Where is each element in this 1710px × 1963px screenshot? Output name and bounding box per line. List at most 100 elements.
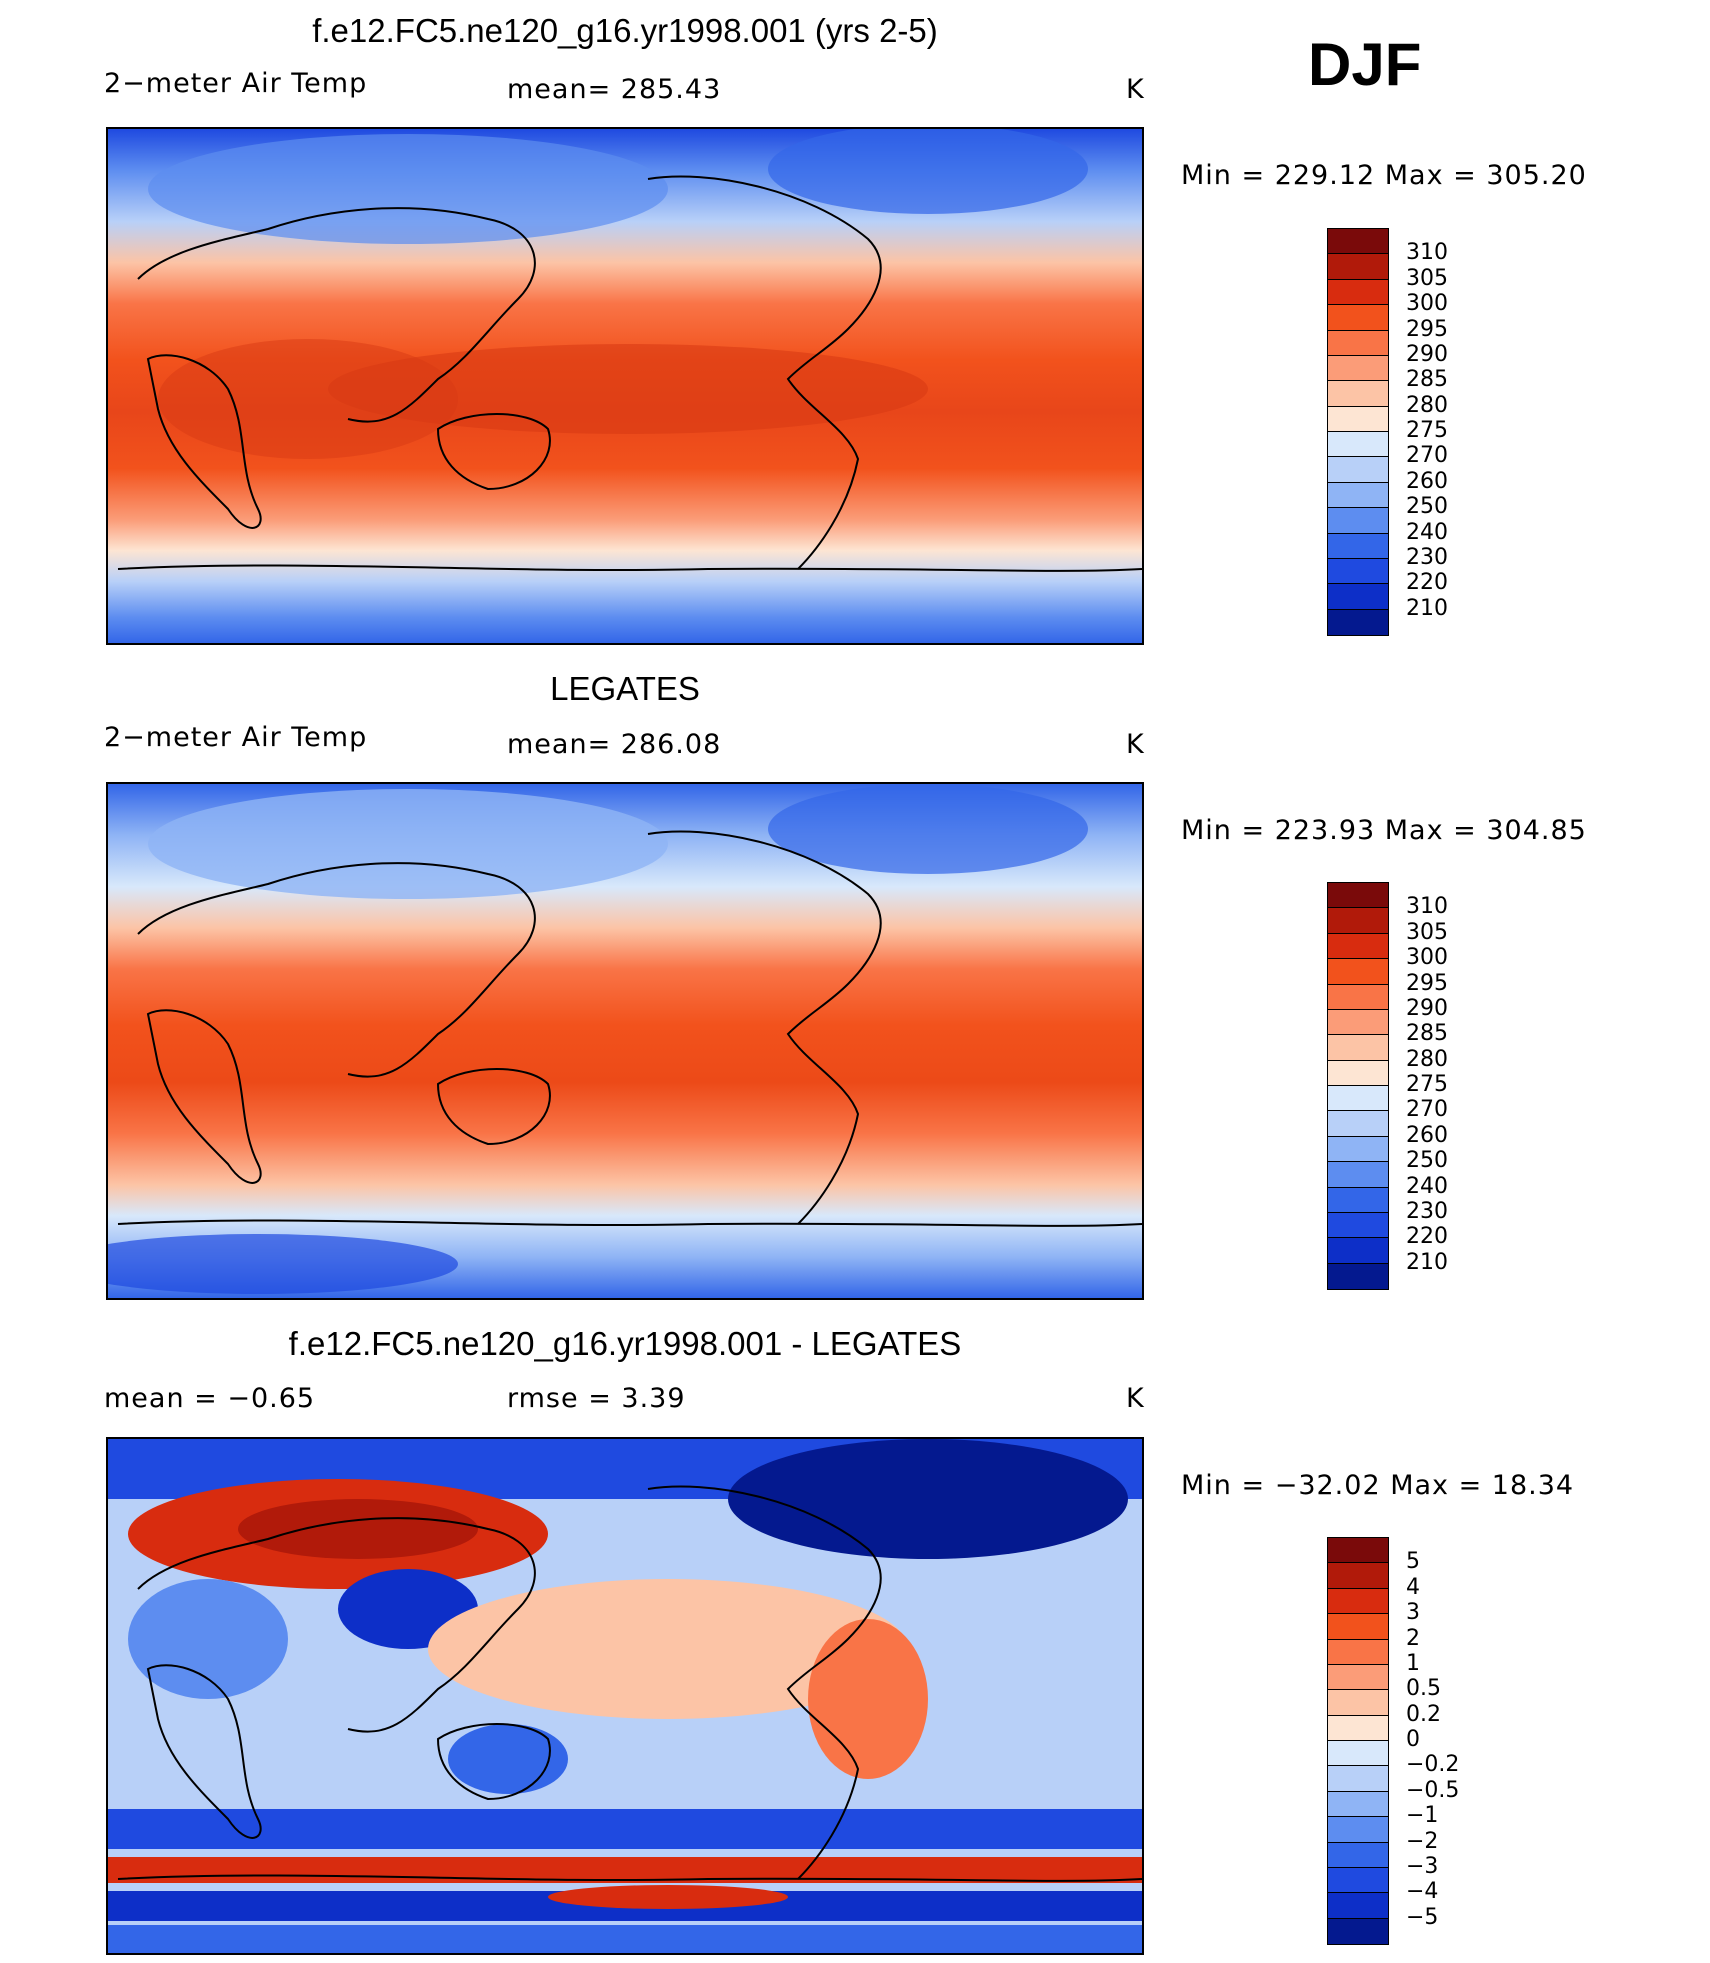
colorbar-tick-label: −1	[1406, 1803, 1439, 1829]
colorbar-segment	[1328, 279, 1388, 306]
colorbar-tick-label: 270	[1406, 1097, 1448, 1123]
colorbar-tick-label: 240	[1406, 1173, 1448, 1199]
colorbar-segment	[1328, 1791, 1388, 1818]
colorbar-segment	[1328, 1238, 1388, 1264]
colorbar-tick-label: 280	[1406, 1046, 1448, 1072]
colorbar-tick-label: 310	[1406, 240, 1448, 266]
colorbar-segment	[1328, 1538, 1388, 1564]
colorbar-tick-label: −0.5	[1406, 1777, 1460, 1803]
colorbar-segment	[1328, 1842, 1388, 1868]
colorbar-segment	[1328, 558, 1388, 585]
colorbar-tick-label: −0.2	[1406, 1752, 1460, 1778]
colorbar-segment	[1328, 584, 1388, 610]
colorbar-segment	[1328, 1035, 1388, 1061]
colorbar-tick-label: 285	[1406, 367, 1448, 393]
panel1-mean-label: mean= 285.43	[507, 74, 722, 105]
colorbar-segment	[1328, 959, 1388, 985]
panel1-colorbar	[1327, 228, 1389, 636]
colorbar-segment	[1328, 1111, 1388, 1137]
panel2-units-label: K	[1126, 729, 1145, 760]
colorbar-tick-label: 275	[1406, 1072, 1448, 1097]
colorbar-tick-label: −4	[1406, 1879, 1439, 1905]
colorbar-segment	[1328, 1817, 1388, 1843]
colorbar-tick-label: 270	[1406, 443, 1448, 469]
colorbar-segment	[1328, 1162, 1388, 1188]
panel2-map-field	[108, 784, 1142, 1298]
colorbar-tick-label: 310	[1406, 894, 1448, 920]
colorbar-segment	[1328, 330, 1388, 356]
colorbar-segment	[1328, 1212, 1388, 1239]
colorbar-tick-label: 305	[1406, 265, 1448, 291]
colorbar-tick-label: 3	[1406, 1600, 1420, 1626]
colorbar-tick-label: 220	[1406, 1224, 1448, 1250]
colorbar-segment	[1328, 457, 1388, 483]
panel1-map-field	[108, 129, 1142, 643]
colorbar-tick-label: 260	[1406, 468, 1448, 494]
panel2-min-max: Min = 223.93 Max = 304.85	[1181, 815, 1587, 846]
colorbar-tick-label: 290	[1406, 341, 1448, 367]
colorbar-segment	[1328, 533, 1388, 559]
colorbar-tick-label: 5	[1406, 1549, 1420, 1575]
colorbar-segment	[1328, 908, 1388, 934]
colorbar-segment	[1328, 1563, 1388, 1589]
colorbar-segment	[1328, 254, 1388, 280]
colorbar-segment	[1328, 933, 1388, 960]
colorbar-segment	[1328, 1060, 1388, 1086]
colorbar-tick-label: 300	[1406, 291, 1448, 317]
colorbar-segment	[1328, 432, 1388, 458]
colorbar-segment	[1328, 1664, 1388, 1691]
colorbar-segment	[1328, 1263, 1388, 1289]
colorbar-tick-label: 0.5	[1406, 1676, 1441, 1702]
colorbar-tick-label: 260	[1406, 1122, 1448, 1148]
colorbar-segment	[1328, 381, 1388, 407]
colorbar-segment	[1328, 482, 1388, 509]
colorbar-segment	[1328, 1918, 1388, 1944]
colorbar-tick-label: 210	[1406, 1249, 1448, 1275]
colorbar-tick-label: 250	[1406, 494, 1448, 520]
colorbar-segment	[1328, 305, 1388, 331]
panel1-map	[106, 127, 1144, 645]
colorbar-segment	[1328, 355, 1388, 382]
panel1-min-max: Min = 229.12 Max = 305.20	[1181, 160, 1587, 191]
colorbar-segment	[1328, 1893, 1388, 1919]
colorbar-tick-label: 220	[1406, 570, 1448, 596]
colorbar-segment	[1328, 1741, 1388, 1767]
panel3-map	[106, 1437, 1144, 1955]
panel3-colorbar	[1327, 1537, 1389, 1945]
colorbar-tick-label: 210	[1406, 595, 1448, 621]
panel2-mean-label: mean= 286.08	[507, 729, 722, 760]
panel2-map	[106, 782, 1144, 1300]
colorbar-tick-label: 275	[1406, 418, 1448, 443]
colorbar-segment	[1328, 1588, 1388, 1615]
colorbar-tick-label: 1	[1406, 1650, 1420, 1676]
colorbar-tick-label: 4	[1406, 1574, 1420, 1600]
panel1-units-label: K	[1126, 74, 1145, 105]
colorbar-segment	[1328, 508, 1388, 534]
colorbar-segment	[1328, 984, 1388, 1010]
colorbar-segment	[1328, 229, 1388, 255]
panel1-variable-label: 2−meter Air Temp	[104, 68, 368, 99]
colorbar-tick-label: 305	[1406, 919, 1448, 945]
colorbar-tick-label: −3	[1406, 1853, 1439, 1879]
colorbar-segment	[1328, 1639, 1388, 1665]
panel3-title: f.e12.FC5.ne120_g16.yr1998.001 - LEGATES	[288, 1325, 962, 1362]
colorbar-segment	[1328, 1715, 1388, 1741]
colorbar-segment	[1328, 1766, 1388, 1792]
colorbar-tick-label: 230	[1406, 544, 1448, 570]
colorbar-tick-label: 0.2	[1406, 1701, 1441, 1727]
colorbar-segment	[1328, 1614, 1388, 1640]
panel2-colorbar	[1327, 882, 1389, 1290]
colorbar-tick-label: −5	[1406, 1904, 1439, 1930]
colorbar-segment	[1328, 1009, 1388, 1036]
panel3-mean-label: mean = −0.65	[104, 1383, 316, 1414]
colorbar-tick-label: 295	[1406, 316, 1448, 342]
panel3-min-max: Min = −32.02 Max = 18.34	[1181, 1470, 1575, 1501]
panel3-units-label: K	[1126, 1383, 1145, 1414]
colorbar-segment	[1328, 883, 1388, 909]
panel2-title: LEGATES	[550, 670, 700, 707]
colorbar-tick-label: −2	[1406, 1828, 1439, 1854]
panel3-map-field	[108, 1439, 1142, 1953]
colorbar-tick-label: 300	[1406, 945, 1448, 971]
colorbar-segment	[1328, 609, 1388, 635]
colorbar-tick-label: 285	[1406, 1021, 1448, 1047]
